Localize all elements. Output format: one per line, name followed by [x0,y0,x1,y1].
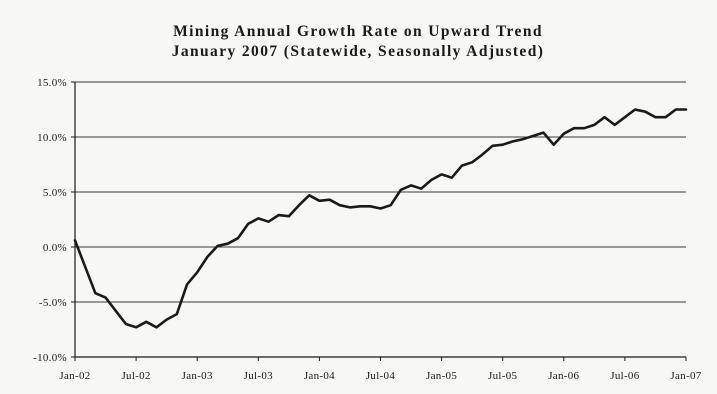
chart-title: Mining Annual Growth Rate on Upward Tren… [173,23,543,40]
y-tick-label: 0.0% [43,242,67,254]
x-tick-label: Jul-04 [366,370,395,382]
x-tick-label: Jan-03 [182,370,213,382]
chart-subtitle: January 2007 (Statewide, Seasonally Adju… [172,43,545,60]
y-tick-label: -10.0% [33,352,67,364]
x-tick-label: Jul-05 [488,370,517,382]
series-layer [73,108,688,329]
y-tick-label: 15.0% [37,77,67,89]
x-tick-label: Jan-06 [548,370,579,382]
y-tick-label: -5.0% [39,297,67,309]
y-tick-label: 10.0% [37,132,67,144]
x-axis-tick-labels: Jan-02 Jul-02 Jan-03 Jul-03 Jan-04 Jul-04 Jan-… [59,370,701,382]
x-tick-label: Jan-02 [59,370,90,382]
x-tick-label: Jul-03 [244,370,273,382]
x-tick-label: Jul-02 [121,370,150,382]
axes [71,81,687,361]
y-tick-label: 5.0% [43,187,67,199]
x-tick-label: Jul-06 [610,370,639,382]
y-axis-tick-labels: -10.0% -5.0% 0.0% 5.0% 10.0% 15.0% [33,77,67,364]
x-tick-label: Jan-05 [426,370,457,382]
x-tick-label: Jan-04 [304,370,335,382]
series-line [73,108,688,329]
x-tick-label: Jan-07 [670,370,701,382]
